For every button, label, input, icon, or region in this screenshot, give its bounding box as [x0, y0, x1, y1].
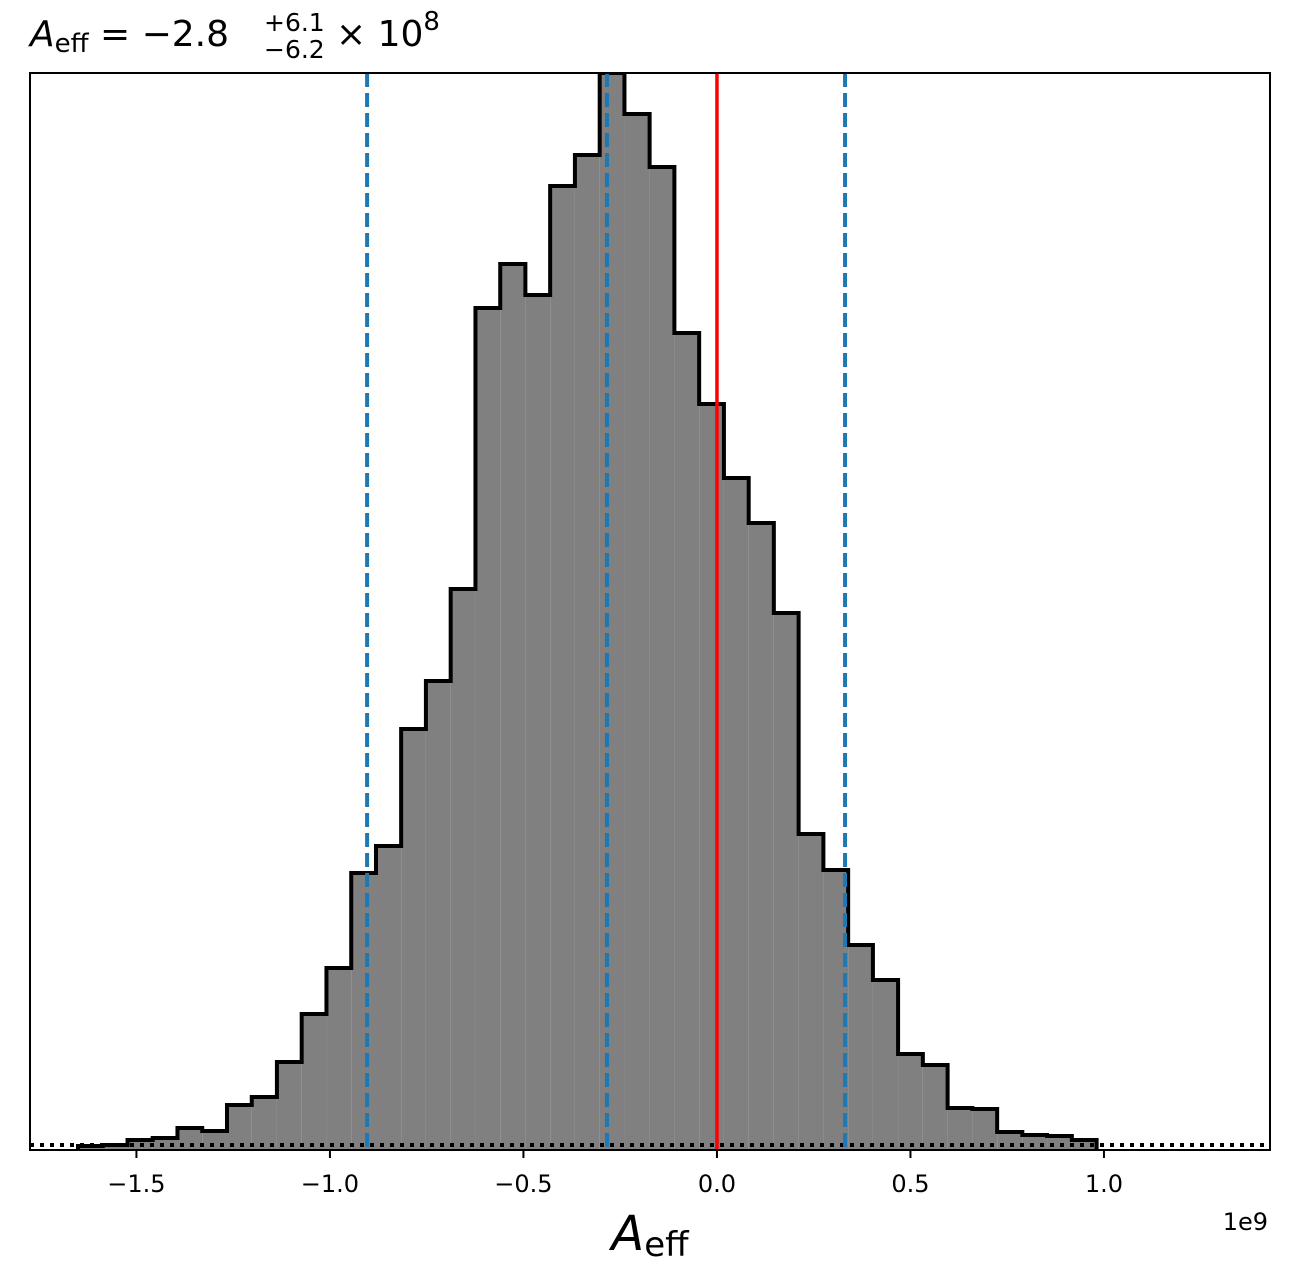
histogram-bar	[798, 834, 824, 1150]
histogram-bar	[351, 873, 376, 1150]
histogram-bar	[525, 295, 551, 1150]
histogram-bar	[723, 478, 749, 1150]
x-label-subscript: eff	[644, 1225, 690, 1265]
histogram-bar	[748, 523, 774, 1150]
histogram-bar	[649, 167, 675, 1150]
histogram-bar	[823, 870, 849, 1150]
histogram-bar	[326, 968, 352, 1150]
title-lower: −6.2	[264, 35, 325, 64]
x-label-symbol: A	[608, 1206, 644, 1262]
chart-title: Aeff = −2.8	[28, 14, 229, 59]
histogram-bar	[102, 1145, 128, 1150]
histogram-bar	[475, 308, 501, 1150]
histogram-bar	[599, 73, 625, 1150]
histogram-bar	[574, 155, 600, 1150]
plot-area	[30, 73, 1270, 1150]
histogram-bar	[1022, 1135, 1048, 1150]
histogram-bar	[922, 1065, 948, 1150]
histogram-bar	[848, 945, 873, 1150]
histogram-bar	[674, 333, 700, 1150]
histogram-bar	[500, 264, 526, 1150]
histogram-bar	[401, 729, 426, 1150]
x-tick-label: −0.5	[494, 1170, 552, 1198]
x-tick-label: 0.0	[698, 1170, 736, 1198]
histogram-outline	[75, 73, 1099, 1150]
title-exponent: 8	[423, 7, 440, 37]
title-upper: +6.1	[264, 8, 325, 37]
histogram-bar	[425, 681, 451, 1150]
title-scale: × 108	[336, 7, 440, 55]
histogram-bar	[1071, 1140, 1097, 1150]
histogram-bar	[773, 613, 799, 1150]
histogram-bar	[699, 404, 724, 1150]
histogram-bar	[624, 114, 650, 1150]
title-scale-base: × 10	[336, 14, 423, 55]
histogram-bar	[375, 846, 402, 1150]
histogram-bar	[997, 1132, 1023, 1150]
x-tick-label: 1.0	[1085, 1170, 1123, 1198]
x-axis-label: Aeff	[608, 1206, 690, 1265]
histogram-bar	[898, 1054, 923, 1150]
title-subscript: eff	[55, 29, 90, 59]
title-median: = −2.8	[89, 14, 229, 55]
histogram-bar	[301, 1014, 327, 1150]
title-symbol: A	[28, 14, 55, 55]
histogram-bar	[276, 1062, 302, 1150]
x-tick-label: −1.0	[301, 1170, 359, 1198]
histogram-bar	[550, 186, 575, 1150]
x-tick-label: 0.5	[891, 1170, 929, 1198]
histogram-bar	[202, 1131, 227, 1150]
plot-frame	[29, 72, 1271, 1151]
histogram-bar	[226, 1105, 252, 1150]
x-axis: −1.5 −1.0 −0.5 0.0 0.5 1.0	[107, 1150, 1123, 1198]
histogram-bar	[251, 1097, 277, 1150]
histogram-bar	[450, 589, 476, 1150]
histogram-bar	[872, 980, 899, 1150]
x-tick-label: −1.5	[107, 1170, 165, 1198]
x-offset-label: 1e9	[1223, 1208, 1268, 1236]
